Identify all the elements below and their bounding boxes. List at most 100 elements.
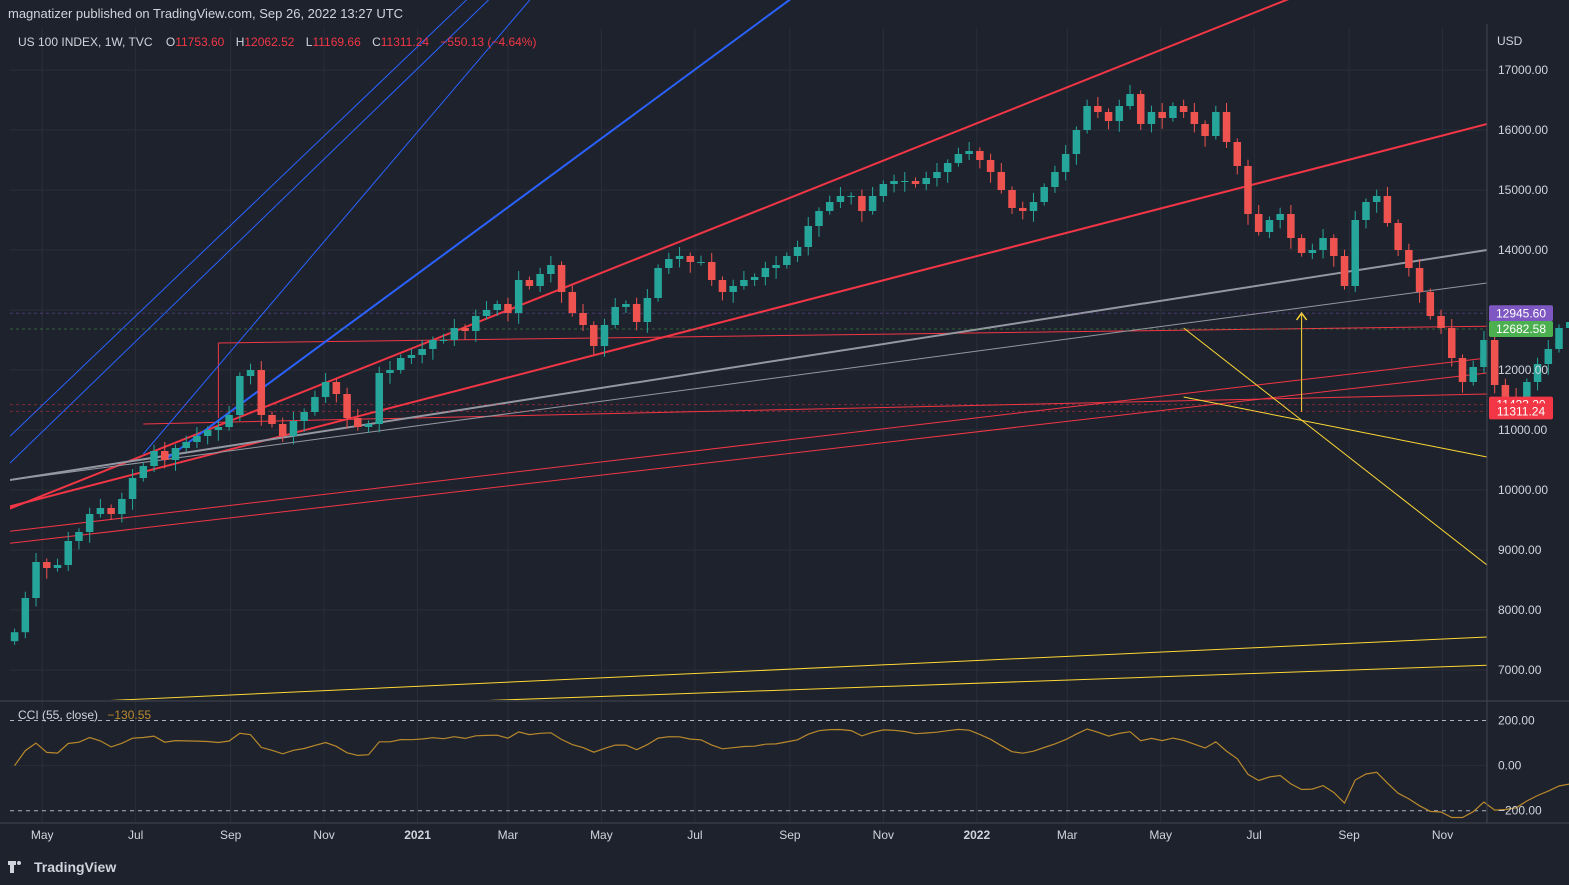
x-tick-label: May [1149,828,1172,842]
candle-body [847,196,855,197]
price-label-box [1489,403,1553,420]
price-chart[interactable]: 7000.00 8000.00 9000.00 10000.00 11000.00 120… [0,0,1569,855]
candle-body [1565,322,1569,328]
candle-body [632,304,641,322]
candle-body [1169,106,1177,118]
publisher-header: magnatizer published on TradingView.com,… [8,6,403,24]
candle-body [321,382,330,397]
candle-body [171,448,180,460]
candle-body [1115,106,1124,121]
y-tick-label: 15000.00 [1498,183,1548,197]
candle-body [1383,196,1392,223]
change-value: −550.13 (−4.64%) [440,35,536,49]
x-tick-label: Jul [128,828,143,842]
candle-body [815,211,823,226]
candle-body [364,424,373,427]
candle-body [622,304,630,307]
candle-body [1351,220,1359,286]
candle-body [1501,385,1510,397]
grid-layer [10,28,1487,822]
candle-body [118,499,126,514]
candle-body [986,160,995,172]
close-value: 11311.24 [381,35,430,49]
yellow-trendline [110,636,1487,700]
candle-body [1265,220,1274,232]
candle-body [954,154,963,163]
candle-body [761,268,770,277]
candle-body [922,178,930,184]
candle-body [793,247,802,256]
candle-body [547,265,555,274]
candle-body [472,316,480,331]
ohlc-legend: US 100 INDEX, 1W, TVC O11753.60 H12062.5… [18,35,536,49]
arrow-head [1295,311,1308,321]
candle-body [107,508,115,514]
high-value: 12062.52 [244,35,294,49]
x-tick-label: May [31,828,54,842]
candle-body [1136,94,1145,124]
candle-body [386,370,394,373]
candle-body [236,376,244,415]
candle-body [1319,238,1327,250]
y-tick-label: 11000.00 [1498,423,1547,437]
candle-body [536,274,544,286]
candle-body [654,268,662,298]
candle-body [836,196,845,202]
candle-body [53,565,62,568]
candle-body [182,442,190,448]
candle-body [1212,112,1220,136]
candle-body [96,508,105,514]
candle-body [686,256,695,262]
high-label: H [236,35,245,49]
candle-body [1458,358,1467,382]
candle-body [1308,250,1317,253]
candle-body [268,415,276,424]
x-tick-label: Nov [873,828,894,842]
candle-body [1147,112,1156,124]
y-tick-label: 12000.00 [1498,363,1548,377]
x-tick-label: Jul [687,828,702,842]
candle-body [675,256,684,259]
tradingview-footer[interactable]: TradingView [8,857,116,877]
candle-body [1555,328,1563,349]
cci-tick-label: 0.00 [1498,759,1522,773]
candle-body [643,298,652,322]
x-tick-label: Sep [220,828,242,842]
candle-body [193,436,201,442]
x-tick-label: Jul [1246,828,1261,842]
symbol-label: US 100 INDEX, 1W, TVC [18,35,153,49]
candle-body [354,418,362,427]
candle-body [1094,106,1102,112]
candle-body [997,172,1006,190]
open-value: 11753.60 [175,35,224,49]
candle-body [1405,250,1413,268]
candle-body [600,325,609,346]
red-trendline [10,0,1289,510]
x-tick-label: Nov [1432,828,1453,842]
candle-body [750,277,759,280]
low-label: L [306,35,313,49]
candle-body [439,340,448,341]
candle-body [611,307,619,325]
candle-body [965,151,973,154]
candle-body [697,262,705,263]
candle-body [64,541,72,565]
candle-body [450,328,459,340]
candle-body [1426,292,1435,316]
candle-body [1276,214,1284,220]
candle-body [858,196,866,211]
candle-body [214,427,223,430]
x-tick-label: Mar [498,828,519,842]
x-tick-label: Sep [779,828,801,842]
candle-body [21,598,30,633]
y-tick-label: 10000.00 [1498,483,1548,497]
x-tick-label: Mar [1057,828,1078,842]
candle-body [85,514,94,532]
y-tick-label: 8000.00 [1498,603,1542,617]
red-trendline [10,357,1487,532]
candle-body [1297,238,1306,253]
candle-body [203,430,212,436]
candle-body [1029,202,1038,211]
candle-body [429,340,437,349]
x-tick-label: May [590,828,613,842]
